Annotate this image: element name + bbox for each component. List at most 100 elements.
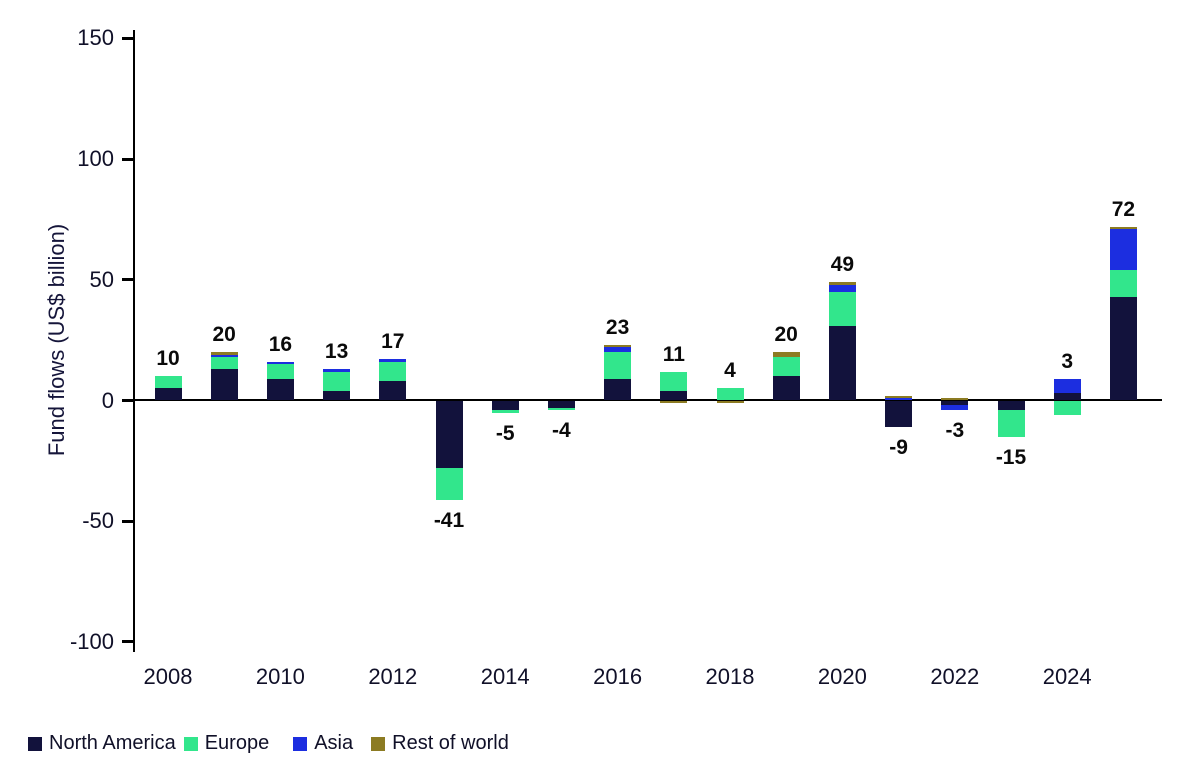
y-tick-label: 100	[77, 146, 114, 172]
bar-segment-europe-2023	[997, 410, 1025, 437]
y-tick-label: 50	[89, 266, 114, 292]
legend: North America Europe Asia Rest of world	[28, 732, 509, 755]
bar-segment-europe-2019	[772, 357, 800, 377]
x-axis-label: 2012	[368, 664, 418, 689]
y-tick-mark	[122, 157, 134, 161]
bar-segment-asia-2010	[266, 361, 294, 365]
y-tick-mark	[122, 519, 134, 523]
legend-item-europe: Europe	[183, 732, 269, 755]
bar-segment-north-america-2025	[1109, 296, 1137, 401]
bar-segment-north-america-2013	[435, 400, 463, 469]
bar-segment-north-america-2022	[941, 400, 969, 406]
bar-segment-asia-2021	[885, 398, 913, 401]
x-axis-label: 2010	[255, 664, 305, 689]
bar-value-label: -4	[552, 419, 571, 443]
bar-segment-europe-2012	[379, 361, 407, 382]
legend-item-asia: Asia	[293, 732, 353, 755]
bar-segment-europe-2011	[323, 371, 351, 391]
bar-segment-north-america-2021	[885, 400, 913, 428]
bar-segment-rest-of-world-2016	[604, 344, 632, 348]
x-axis-label: 2022	[930, 664, 980, 689]
y-axis-title: Fund flows (US$ billion)	[44, 223, 69, 457]
bar-segment-europe-2008	[154, 376, 182, 389]
bar-segment-asia-2022	[941, 405, 969, 411]
bar-value-label: -3	[945, 419, 965, 443]
bar-value-label: -5	[495, 421, 515, 445]
bar-value-label: 11	[662, 342, 685, 366]
legend-swatch	[371, 736, 386, 751]
bar-segment-north-america-2016	[604, 378, 632, 401]
bar-segment-asia-2011	[323, 369, 351, 372]
bar-value-label: 72	[1111, 197, 1136, 221]
legend-label: North America	[49, 732, 176, 754]
x-axis-label: 2008	[143, 664, 193, 689]
bar-segment-rest-of-world-2022	[941, 398, 969, 401]
bar-segment-north-america-2017	[660, 390, 688, 401]
y-tick-mark	[122, 640, 134, 644]
bar-segment-rest-of-world-2018	[716, 400, 744, 403]
legend-item-north-america: North America	[28, 732, 176, 755]
bar-segment-rest-of-world-2017	[660, 400, 688, 403]
bar-value-label: 17	[381, 330, 405, 354]
bar-segment-rest-of-world-2019	[772, 352, 800, 358]
bar-segment-asia-2024	[1053, 378, 1081, 394]
bar-segment-north-america-2010	[266, 378, 294, 401]
bar-segment-north-america-2019	[772, 376, 800, 401]
bar-segment-europe-2025	[1109, 270, 1137, 297]
bar-segment-north-america-2012	[379, 381, 407, 401]
bar-value-label: 16	[268, 332, 293, 356]
bar-value-label: -15	[995, 445, 1027, 469]
bar-segment-north-america-2020	[828, 325, 856, 401]
legend-swatch	[183, 736, 198, 751]
bar-segment-rest-of-world-2025	[1109, 226, 1137, 230]
bar-segment-asia-2020	[828, 284, 856, 292]
y-tick-mark	[122, 278, 134, 282]
legend-swatch	[28, 736, 42, 751]
bar-value-label: 23	[605, 315, 630, 339]
bar-value-label: -41	[433, 508, 465, 532]
x-axis-label: 2024	[1042, 664, 1092, 689]
bar-segment-north-america-2015	[547, 400, 575, 408]
legend-label: Rest of world	[392, 732, 509, 754]
bar-segment-europe-2018	[716, 388, 744, 401]
bar-value-label: 13	[324, 340, 349, 364]
bar-segment-rest-of-world-2009	[210, 352, 238, 355]
y-axis-line	[133, 30, 135, 652]
bar-segment-north-america-2014	[491, 400, 519, 411]
x-axis-label: 2016	[593, 664, 643, 689]
bar-segment-asia-2012	[379, 359, 407, 362]
y-tick-label: 150	[77, 25, 114, 51]
bar-value-label: 10	[156, 347, 180, 371]
bar-value-label: -9	[889, 436, 908, 460]
bar-segment-europe-2009	[210, 357, 238, 370]
bar-value-label: 20	[774, 323, 798, 347]
y-tick-mark	[122, 36, 134, 40]
bar-segment-europe-2014	[491, 410, 519, 413]
legend-label: Asia	[314, 732, 354, 754]
legend-item-rest-of-world: Rest of world	[371, 732, 509, 755]
bar-segment-europe-2013	[435, 468, 463, 500]
bar-segment-europe-2010	[266, 364, 294, 379]
bar-value-label: 49	[830, 253, 855, 277]
bar-segment-north-america-2009	[210, 369, 238, 401]
bar-segment-europe-2024	[1053, 400, 1081, 415]
bar-segment-north-america-2024	[1053, 393, 1081, 401]
bar-segment-asia-2025	[1109, 229, 1137, 271]
bar-value-label: 4	[724, 359, 736, 383]
y-tick-mark	[122, 399, 134, 402]
bar-value-label: 20	[212, 323, 236, 347]
x-axis-label: 2020	[817, 664, 867, 689]
y-tick-label: -50	[82, 508, 114, 534]
x-axis-label: 2014	[480, 664, 530, 689]
bar-segment-europe-2015	[547, 407, 575, 411]
y-tick-label: 0	[101, 387, 114, 413]
x-axis-label: 2018	[705, 664, 755, 689]
bar-segment-europe-2020	[828, 291, 856, 326]
bar-segment-rest-of-world-2021	[885, 395, 913, 399]
bar-segment-rest-of-world-2020	[828, 282, 856, 285]
bar-segment-asia-2009	[210, 354, 238, 358]
bar-segment-asia-2016	[604, 347, 632, 353]
bar-segment-north-america-2023	[997, 400, 1025, 411]
x-axis-zero-line	[134, 399, 1162, 401]
bar-segment-north-america-2008	[154, 388, 182, 401]
